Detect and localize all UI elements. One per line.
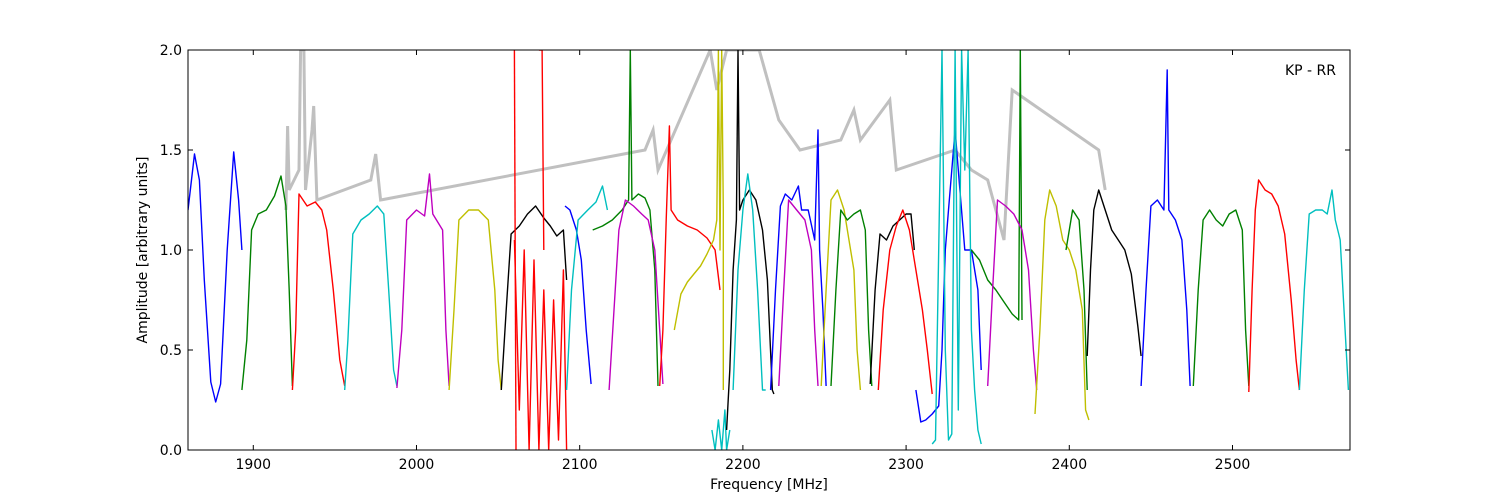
x-tick-label: 2300 <box>888 457 924 473</box>
series-line-10 <box>564 205 592 385</box>
tick-layer: 1900 2000 2100 2200 2300 2400 2500 0.0 0.5 1.0 1.5… <box>160 43 1350 473</box>
series-line-28 <box>987 199 1038 391</box>
series-line-23 <box>869 213 915 385</box>
series-line-13 <box>608 199 664 391</box>
series-line-4 <box>396 173 450 389</box>
series-line-6 <box>500 205 568 391</box>
y-tick-label: 2.0 <box>160 43 182 59</box>
series-line-35 <box>1298 189 1350 391</box>
series-line-1 <box>241 175 294 391</box>
series-line-3 <box>344 205 398 391</box>
y-tick-label: 1.5 <box>160 143 182 159</box>
series-line-0 <box>188 151 243 403</box>
annotation-label: KP - RR <box>1285 63 1336 79</box>
x-tick-label: 2200 <box>725 457 761 473</box>
x-tick-label: 2100 <box>562 457 598 473</box>
series-line-14 <box>659 125 721 387</box>
series-line-32 <box>1140 69 1191 387</box>
series-line-5 <box>448 209 502 391</box>
series-line-18 <box>732 173 766 391</box>
series-line-20 <box>778 199 819 387</box>
series-line-25 <box>915 129 982 423</box>
series-line-22 <box>830 209 873 387</box>
series-line-7 <box>513 239 568 450</box>
series-line-33 <box>1192 209 1250 387</box>
series-line-31 <box>1086 189 1142 357</box>
x-axis-label: Frequency [MHz] <box>710 477 828 493</box>
y-tick-label: 0.5 <box>160 343 182 359</box>
y-tick-label: 0.0 <box>160 443 182 459</box>
series-line-24 <box>877 209 933 395</box>
x-tick-label: 1900 <box>235 457 271 473</box>
y-tick-label: 1.0 <box>160 243 182 259</box>
series-line-19 <box>769 129 827 391</box>
plot-area <box>188 50 1350 450</box>
series-line-17 <box>725 50 775 431</box>
series-line-27 <box>970 50 1023 321</box>
series-line-9 <box>538 50 545 251</box>
series-line-34 <box>1248 179 1301 393</box>
series-line-29 <box>1034 189 1090 421</box>
x-tick-label: 2400 <box>1051 457 1087 473</box>
series-line-11 <box>565 185 609 391</box>
series-line-26 <box>931 50 982 445</box>
series-line-8 <box>513 50 517 450</box>
x-tick-label: 2000 <box>399 457 435 473</box>
x-tick-label: 2500 <box>1215 457 1251 473</box>
y-axis-label: Amplitude [arbitrary units] <box>135 157 151 344</box>
series-layer <box>188 50 1350 450</box>
series-line-2 <box>291 193 346 391</box>
series-line-12 <box>592 50 659 387</box>
series-line-30 <box>1065 209 1088 391</box>
series-line-21 <box>820 189 862 391</box>
series-line-15 <box>673 50 724 390</box>
